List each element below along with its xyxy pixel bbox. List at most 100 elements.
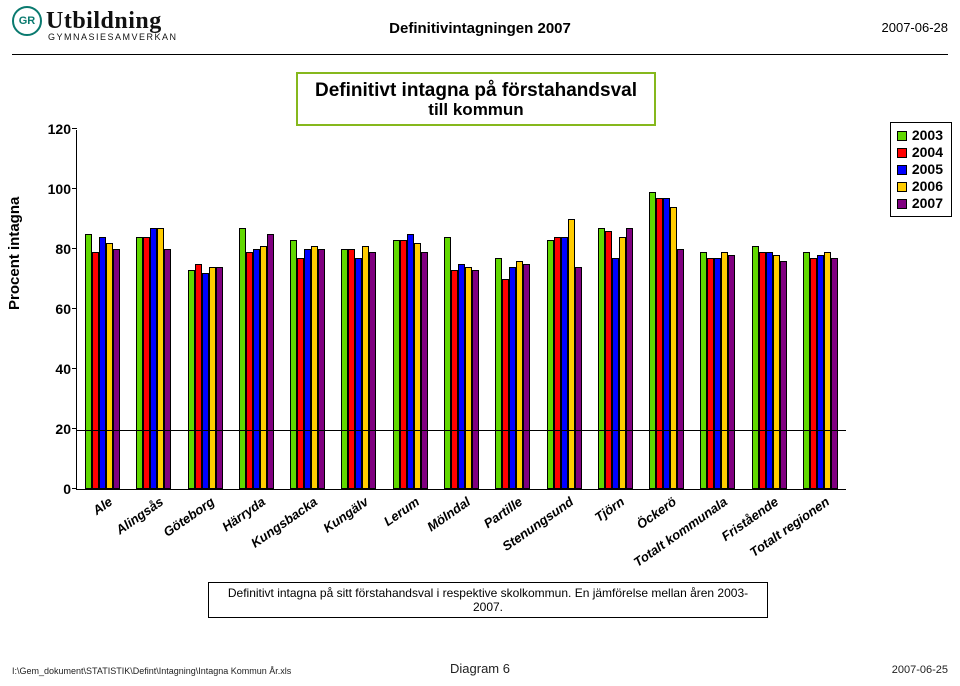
- bar: [728, 255, 735, 489]
- bar: [444, 237, 451, 489]
- y-axis-label: Procent intagna: [6, 197, 23, 310]
- legend-item: 2005: [897, 161, 943, 178]
- bar: [766, 252, 773, 489]
- bar: [502, 279, 509, 489]
- legend-label: 2005: [912, 161, 943, 178]
- bar: [260, 246, 267, 489]
- y-tick-mark: [72, 368, 77, 369]
- bar-group: Alingsås: [128, 130, 179, 489]
- footer-path: I:\Gem_dokument\STATISTIK\Defint\Intagni…: [12, 666, 291, 676]
- bar: [304, 249, 311, 489]
- category-label: Ale: [89, 494, 114, 518]
- bar: [195, 264, 202, 489]
- y-tick-mark: [72, 188, 77, 189]
- bar: [216, 267, 223, 489]
- bar: [267, 234, 274, 489]
- bar: [253, 249, 260, 489]
- bar-group: Stenungsund: [538, 130, 589, 489]
- bar: [92, 252, 99, 489]
- bar: [318, 249, 325, 489]
- bar: [773, 255, 780, 489]
- bar: [458, 264, 465, 489]
- bar: [677, 249, 684, 489]
- footer-diagram: Diagram 6: [450, 661, 510, 676]
- bar: [803, 252, 810, 489]
- bar: [598, 228, 605, 489]
- legend-item: 2006: [897, 178, 943, 195]
- bar: [780, 261, 787, 489]
- bar: [297, 258, 304, 489]
- legend-label: 2006: [912, 178, 943, 195]
- bar: [831, 258, 838, 489]
- bar: [752, 246, 759, 489]
- category-label: Totalt kommunala: [631, 494, 730, 570]
- bar: [393, 240, 400, 489]
- chart-subtitle: till kommun: [308, 100, 644, 120]
- bar: [523, 264, 530, 489]
- bar: [362, 246, 369, 489]
- bar: [136, 237, 143, 489]
- bar: [605, 231, 612, 489]
- legend-label: 2007: [912, 195, 943, 212]
- bar-group: Ale: [77, 130, 128, 489]
- bar: [626, 228, 633, 489]
- bar: [656, 198, 663, 489]
- bar: [369, 252, 376, 489]
- bar-group: Göteborg: [180, 130, 231, 489]
- logo-text: Utbildning: [46, 8, 162, 35]
- y-tick-label: 40: [55, 361, 71, 377]
- bar: [554, 237, 561, 489]
- bar: [150, 228, 157, 489]
- bar: [817, 255, 824, 489]
- bar: [202, 273, 209, 489]
- bar: [663, 198, 670, 489]
- legend-swatch: [897, 148, 907, 158]
- bar: [472, 270, 479, 489]
- bar: [188, 270, 195, 489]
- y-tick-mark: [72, 308, 77, 309]
- chart-title: Definitivt intagna på förstahandsval: [308, 80, 644, 102]
- category-label: Lerum: [381, 494, 422, 529]
- page-header: GR Utbildning GYMNASIESAMVERKAN Definiti…: [12, 6, 948, 54]
- bar: [670, 207, 677, 489]
- bar: [714, 258, 721, 489]
- bar: [341, 249, 348, 489]
- bar: [157, 228, 164, 489]
- bar: [246, 252, 253, 489]
- bar: [421, 252, 428, 489]
- bar: [568, 219, 575, 489]
- bar: [414, 243, 421, 489]
- legend-item: 2004: [897, 144, 943, 161]
- bar: [290, 240, 297, 489]
- page-date: 2007-06-28: [882, 20, 949, 35]
- bar-group: Kungälv: [333, 130, 384, 489]
- legend-item: 2007: [897, 195, 943, 212]
- category-label: Partille: [481, 494, 525, 531]
- bar: [209, 267, 216, 489]
- bar: [707, 258, 714, 489]
- bar-group: Fristående: [743, 130, 794, 489]
- page-title: Definitivintagningen 2007: [389, 20, 571, 37]
- bar: [465, 267, 472, 489]
- bar: [824, 252, 831, 489]
- legend-swatch: [897, 165, 907, 175]
- logo-subtitle: GYMNASIESAMVERKAN: [48, 32, 178, 42]
- y-tick-mark: [72, 428, 77, 429]
- y-tick-label: 120: [48, 121, 71, 137]
- bar: [106, 243, 113, 489]
- legend-swatch: [897, 199, 907, 209]
- bar-groups: AleAlingsåsGöteborgHärrydaKungsbackaKung…: [77, 130, 846, 489]
- bar-group: Tjörn: [590, 130, 641, 489]
- bar: [509, 267, 516, 489]
- legend-swatch: [897, 182, 907, 192]
- bar: [143, 237, 150, 489]
- axis-break-line: [76, 430, 846, 431]
- category-label: Öckerö: [633, 494, 678, 532]
- bar: [348, 249, 355, 489]
- y-tick-mark: [72, 488, 77, 489]
- bar: [400, 240, 407, 489]
- footer-date: 2007-06-25: [892, 664, 948, 676]
- bar: [721, 252, 728, 489]
- legend-label: 2003: [912, 127, 943, 144]
- bar: [810, 258, 817, 489]
